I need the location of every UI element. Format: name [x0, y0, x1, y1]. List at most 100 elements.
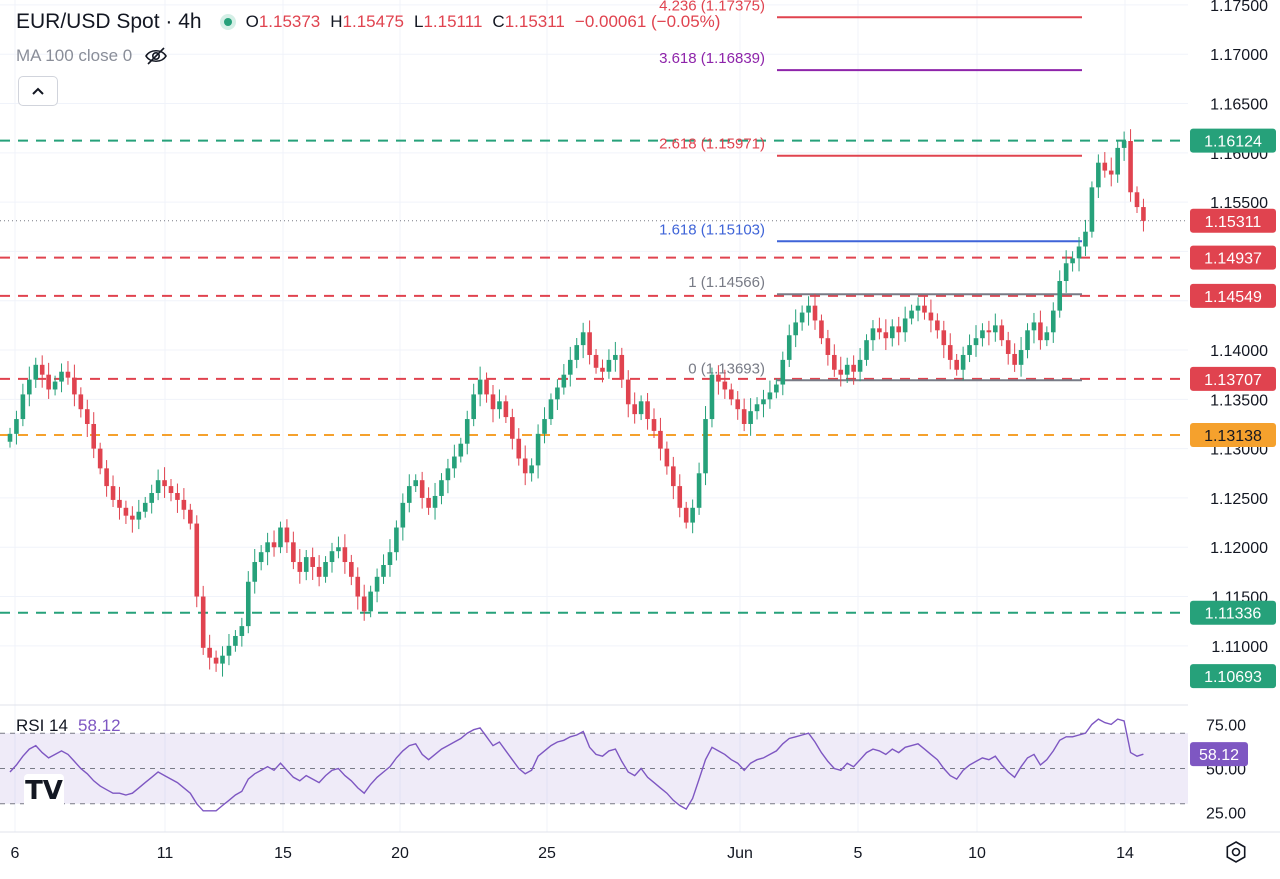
candle-body — [980, 330, 985, 339]
candle-body — [935, 320, 940, 331]
candle-body — [1121, 141, 1127, 148]
candle-body — [1018, 350, 1024, 365]
candle-body — [619, 354, 625, 380]
candle-body — [1076, 246, 1082, 259]
price-tick-label: 1.15500 — [1210, 195, 1268, 212]
candle-body — [613, 354, 618, 360]
fib-label-2.618: 2.618 (1.15971) — [659, 136, 765, 153]
candle-body — [46, 374, 51, 390]
time-tick-label: 14 — [1116, 845, 1134, 862]
candle-body — [786, 335, 792, 360]
candle-body — [954, 359, 959, 370]
candle-body — [310, 557, 315, 567]
rsi-legend: RSI 14 58.12 — [16, 716, 121, 736]
tradingview-logo[interactable]: TV — [24, 774, 64, 808]
price-tag-bg — [1190, 366, 1276, 391]
candle-body — [194, 523, 200, 597]
candle-body — [1044, 332, 1050, 341]
price-tick-label: 1.12000 — [1210, 540, 1268, 557]
fibonacci-extension: 4.236 (1.17375) 3.618 (1.16839) 2.618 (1.1… — [659, 0, 1082, 382]
candle-body — [735, 399, 741, 410]
candle-body — [220, 655, 225, 664]
eye-off-icon[interactable] — [144, 46, 168, 66]
candle-body — [323, 562, 328, 577]
candle-body — [722, 381, 728, 390]
price-axis: 1.175001.170001.165001.160001.155001.150… — [1206, 0, 1268, 823]
candle-body — [1057, 281, 1063, 311]
settings-button[interactable] — [1222, 838, 1250, 866]
candle-body — [1108, 170, 1114, 175]
candle-body — [683, 507, 689, 523]
candle-body — [664, 448, 670, 467]
candle-body — [168, 486, 174, 494]
candle-body — [941, 330, 947, 346]
fib-label-4.236: 4.236 (1.17375) — [659, 0, 765, 14]
gear-icon — [1226, 841, 1246, 863]
candle-body — [1102, 162, 1108, 171]
candle-body — [625, 379, 631, 405]
candle-body — [342, 547, 348, 563]
candle-body — [303, 557, 309, 572]
candle-body — [65, 371, 71, 378]
price-tag-bg — [1190, 283, 1276, 308]
candle-body — [1038, 322, 1043, 341]
time-tick-label: 5 — [854, 845, 863, 862]
grid — [0, 0, 1188, 832]
candle-body — [381, 564, 386, 577]
candle-body — [439, 480, 444, 496]
candle-body — [245, 581, 251, 627]
candle-body — [110, 486, 116, 500]
candle-body — [902, 318, 908, 333]
candle-body — [1005, 340, 1011, 354]
candle-body — [1141, 207, 1146, 221]
rsi-label[interactable]: RSI 14 — [16, 716, 68, 735]
price-tick-label: 1.12500 — [1210, 491, 1268, 508]
rsi-pane — [0, 718, 1188, 812]
rsi-line — [9, 718, 1144, 812]
candle-body — [329, 551, 335, 563]
candle-body — [394, 527, 399, 553]
candle-body — [529, 465, 534, 474]
candle-body — [291, 542, 296, 563]
price-tag-bg — [1190, 423, 1276, 448]
candle-body — [284, 527, 290, 543]
candle-body — [497, 401, 502, 410]
candle-body — [1070, 258, 1075, 264]
candle-body — [117, 499, 122, 508]
candle-body — [889, 326, 895, 339]
candle-body — [265, 542, 270, 553]
candle-body — [825, 338, 831, 355]
candle-body — [832, 354, 837, 370]
price-tag-bg — [1190, 600, 1276, 625]
candle-body — [671, 466, 676, 487]
ohlc-readout: O1.15373 H1.15475 L1.15111 C1.15311 −0.00061… — [245, 12, 721, 31]
candle-body — [1096, 162, 1101, 188]
time-tick-label: 6 — [11, 845, 20, 862]
price-tag-1.10693: 1.10693 — [1204, 669, 1262, 686]
candle-body — [690, 507, 695, 523]
candle-body — [162, 480, 167, 487]
candle-body — [426, 497, 431, 508]
candle-body — [986, 330, 992, 333]
candle-body — [336, 547, 341, 552]
candle-body — [580, 332, 586, 346]
open-value: 1.15373 — [258, 12, 321, 31]
ma-indicator-label[interactable]: MA 100 close 0 — [16, 46, 133, 65]
symbol-title[interactable]: EUR/USD Spot · 4h — [16, 10, 202, 33]
candle-body — [703, 419, 708, 474]
candle-body — [271, 542, 277, 548]
candle-body — [638, 401, 644, 415]
price-tick-label: 1.13500 — [1210, 392, 1268, 409]
collapse-legend-button[interactable] — [18, 76, 58, 106]
candle-body — [7, 433, 13, 442]
candle-body — [155, 480, 161, 494]
fib-label-1: 1 (1.14566) — [688, 274, 765, 291]
candle-body — [458, 443, 464, 457]
candle-body — [1115, 147, 1120, 175]
candle-body — [574, 345, 580, 360]
candle-body — [928, 312, 934, 321]
candle-body — [593, 354, 599, 368]
time-tick-label: 11 — [157, 845, 174, 862]
candle-body — [767, 392, 773, 400]
